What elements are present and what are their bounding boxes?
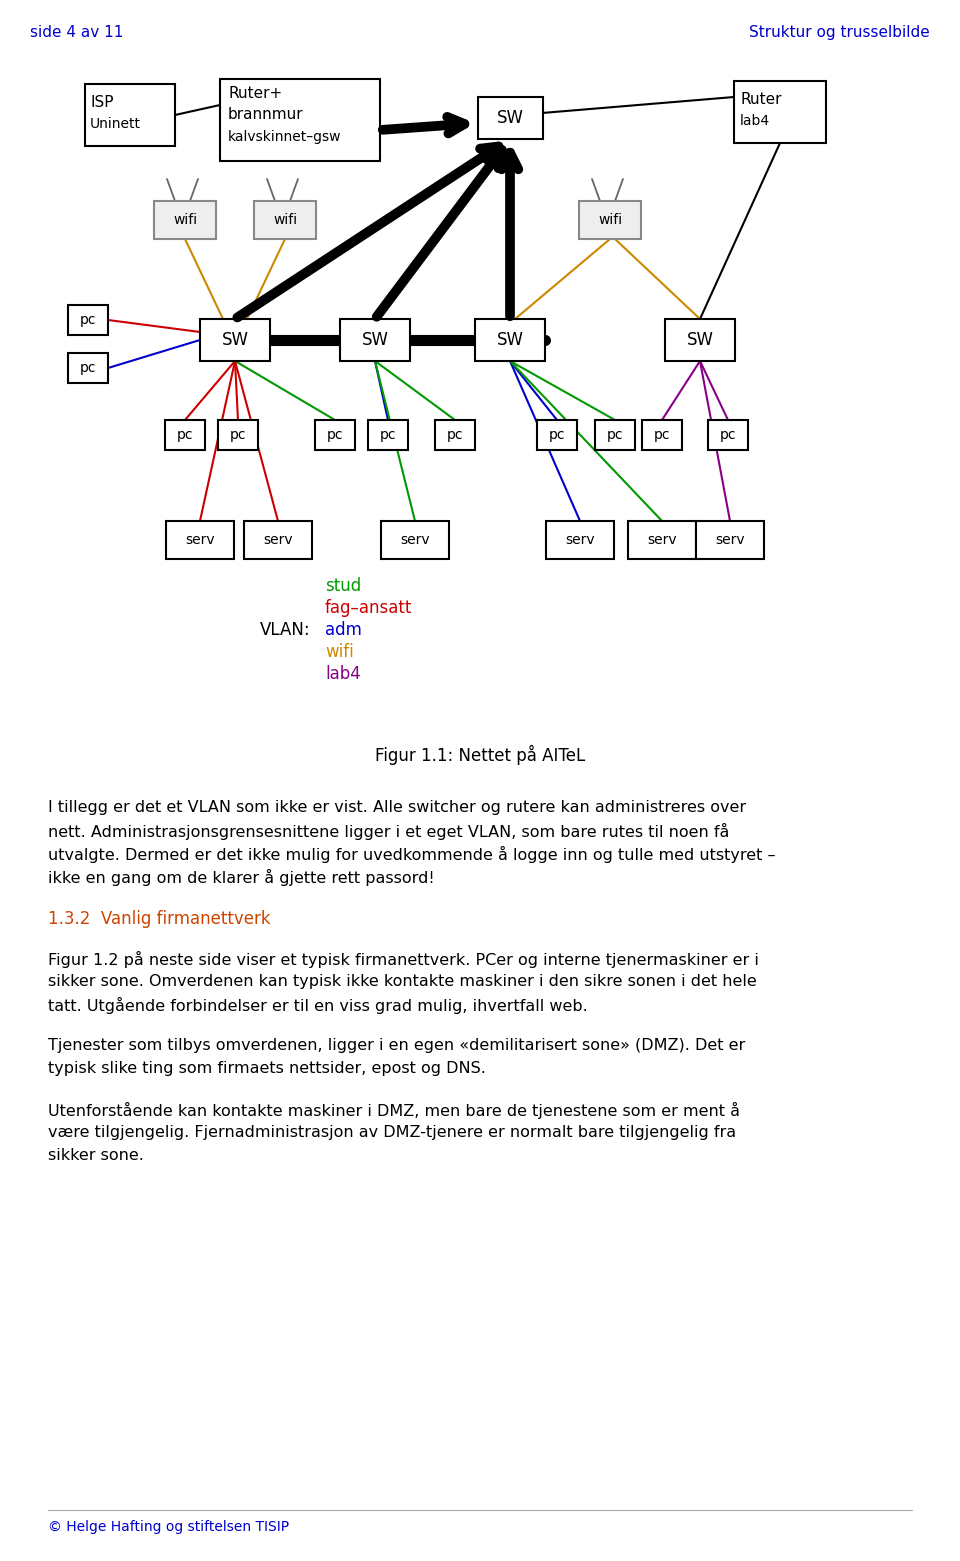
Bar	[315, 420, 355, 450]
Bar	[595, 420, 635, 450]
Bar	[340, 318, 410, 361]
Text: sikker sone.: sikker sone.	[48, 1147, 144, 1163]
Text: serv: serv	[185, 532, 215, 546]
Bar	[475, 318, 545, 361]
Text: wifi: wifi	[325, 643, 353, 660]
Text: serv: serv	[400, 532, 430, 546]
Text: pc: pc	[326, 428, 344, 442]
Bar	[734, 81, 826, 144]
Text: stud: stud	[325, 578, 361, 595]
Text: SW: SW	[496, 109, 523, 126]
Text: brannmur: brannmur	[228, 108, 303, 122]
Text: typisk slike ting som firmaets nettsider, epost og DNS.: typisk slike ting som firmaets nettsider…	[48, 1061, 486, 1076]
Text: pc: pc	[80, 361, 96, 375]
Text: ISP: ISP	[90, 95, 113, 109]
Text: SW: SW	[496, 331, 523, 350]
Bar	[68, 353, 108, 382]
Bar	[435, 420, 475, 450]
Bar	[628, 521, 696, 559]
Text: SW: SW	[362, 331, 389, 350]
Bar	[642, 420, 682, 450]
Text: pc: pc	[720, 428, 736, 442]
Text: © Helge Hafting og stiftelsen TISIP: © Helge Hafting og stiftelsen TISIP	[48, 1520, 289, 1534]
Bar	[546, 521, 614, 559]
Bar	[220, 80, 380, 161]
Bar	[254, 201, 316, 239]
Text: wifi: wifi	[173, 212, 197, 226]
Bar	[218, 420, 258, 450]
Text: I tillegg er det et VLAN som ikke er vist. Alle switcher og rutere kan administr: I tillegg er det et VLAN som ikke er vis…	[48, 799, 746, 815]
Text: Tjenester som tilbys omverdenen, ligger i en egen «demilitarisert sone» (DMZ). D: Tjenester som tilbys omverdenen, ligger …	[48, 1038, 745, 1054]
Text: pc: pc	[177, 428, 193, 442]
Text: pc: pc	[607, 428, 623, 442]
Text: kalvskinnet–gsw: kalvskinnet–gsw	[228, 130, 342, 144]
Text: tatt. Utgående forbindelser er til en viss grad mulig, ihvertfall web.: tatt. Utgående forbindelser er til en vi…	[48, 997, 588, 1015]
Text: Uninett: Uninett	[90, 117, 141, 131]
Text: wifi: wifi	[273, 212, 297, 226]
Bar	[381, 521, 449, 559]
Bar	[68, 304, 108, 336]
Text: Struktur og trusselbilde: Struktur og trusselbilde	[749, 25, 930, 41]
Bar	[368, 420, 408, 450]
Text: ikke en gang om de klarer å gjette rett passord!: ikke en gang om de klarer å gjette rett …	[48, 869, 435, 887]
Text: adm: adm	[325, 621, 362, 638]
Text: Ruter+: Ruter+	[228, 86, 282, 101]
Text: sikker sone. Omverdenen kan typisk ikke kontakte maskiner i den sikre sonen i de: sikker sone. Omverdenen kan typisk ikke …	[48, 974, 756, 990]
Text: wifi: wifi	[598, 212, 622, 226]
Bar	[154, 201, 216, 239]
Text: pc: pc	[229, 428, 247, 442]
Bar	[708, 420, 748, 450]
Text: 1.3.2  Vanlig firmanettverk: 1.3.2 Vanlig firmanettverk	[48, 910, 271, 927]
Bar	[665, 318, 735, 361]
Bar	[200, 318, 270, 361]
Bar	[244, 521, 312, 559]
Text: pc: pc	[380, 428, 396, 442]
Text: nett. Administrasjonsgrensesnittene ligger i et eget VLAN, som bare rutes til no: nett. Administrasjonsgrensesnittene ligg…	[48, 823, 730, 840]
Text: serv: serv	[565, 532, 595, 546]
Text: serv: serv	[715, 532, 745, 546]
Text: Figur 1.2 på neste side viser et typisk firmanettverk. PCer og interne tjenermas: Figur 1.2 på neste side viser et typisk …	[48, 951, 758, 968]
Text: side 4 av 11: side 4 av 11	[30, 25, 124, 41]
Text: pc: pc	[446, 428, 464, 442]
Bar	[579, 201, 641, 239]
Text: pc: pc	[549, 428, 565, 442]
Bar	[696, 521, 764, 559]
Text: SW: SW	[686, 331, 713, 350]
Bar	[537, 420, 577, 450]
Text: SW: SW	[222, 331, 249, 350]
Text: utvalgte. Dermed er det ikke mulig for uvedkommende å logge inn og tulle med uts: utvalgte. Dermed er det ikke mulig for u…	[48, 846, 776, 863]
Text: VLAN:: VLAN:	[259, 621, 310, 638]
Bar	[85, 84, 175, 147]
Text: være tilgjengelig. Fjernadministrasjon av DMZ-tjenere er normalt bare tilgjengel: være tilgjengelig. Fjernadministrasjon a…	[48, 1125, 736, 1140]
Text: lab4: lab4	[325, 665, 361, 684]
Text: serv: serv	[263, 532, 293, 546]
Bar	[166, 521, 234, 559]
Text: Figur 1.1: Nettet på AITeL: Figur 1.1: Nettet på AITeL	[374, 745, 586, 765]
Bar	[477, 97, 542, 139]
Text: pc: pc	[80, 314, 96, 326]
Text: serv: serv	[647, 532, 677, 546]
Text: fag–ansatt: fag–ansatt	[325, 599, 413, 617]
Text: Ruter: Ruter	[740, 92, 781, 108]
Bar	[165, 420, 205, 450]
Text: pc: pc	[654, 428, 670, 442]
Text: lab4: lab4	[740, 114, 770, 128]
Text: Utenforstående kan kontakte maskiner i DMZ, men bare de tjenestene som er ment å: Utenforstående kan kontakte maskiner i D…	[48, 1102, 740, 1119]
